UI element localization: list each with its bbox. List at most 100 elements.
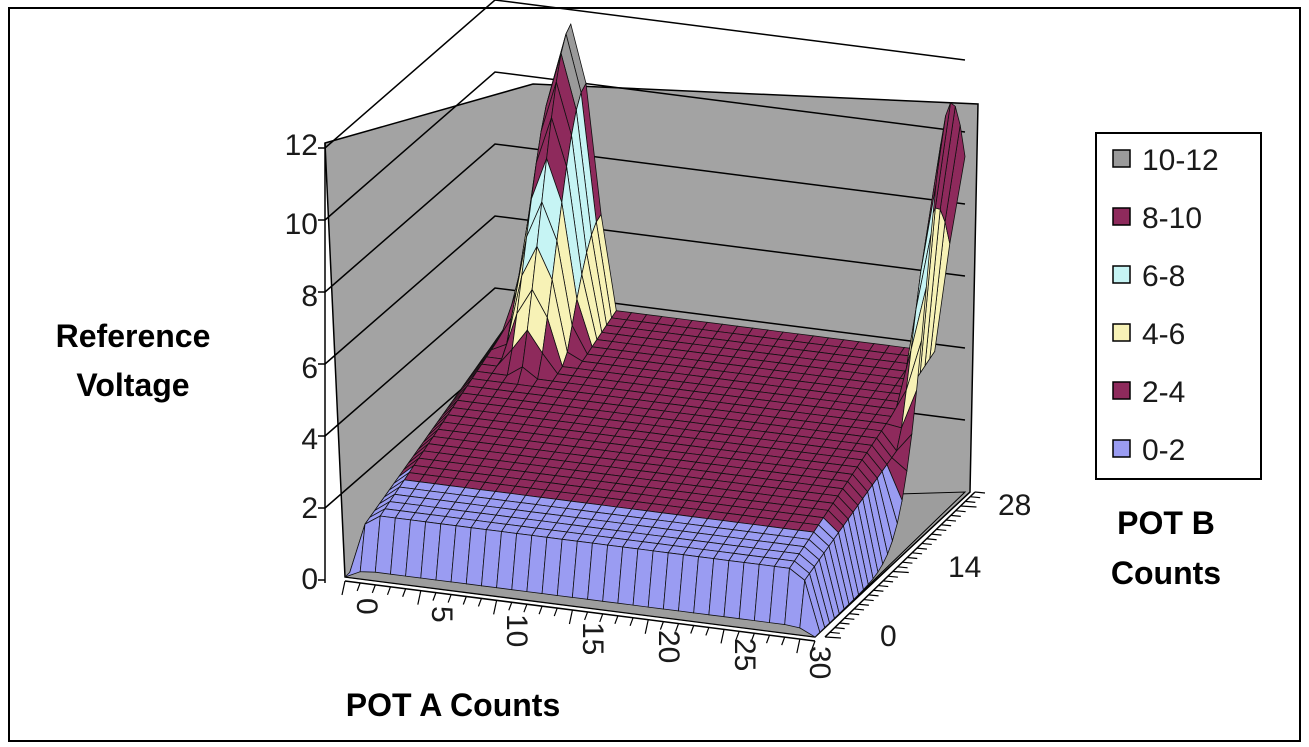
x-axis-tick [811,640,816,650]
x-axis-tick [356,582,361,592]
x-axis-tick [462,596,467,605]
x-axis-tick [402,588,407,597]
legend-label: 0-2 [1142,434,1185,467]
legend-label: 2-4 [1142,376,1185,409]
y-axis-title-line1: POT B [1117,505,1215,541]
x-axis-tick [705,627,710,636]
x-tick-0: 0 [350,598,383,615]
legend: 10-12 8-10 6-8 4-6 2-4 0-2 [1095,132,1262,480]
x-axis-tick [644,619,649,634]
y-axis-tick [974,491,986,494]
z-gridline [324,71,966,221]
z-tick-2: 2 [301,492,318,525]
x-axis-tick [477,598,483,607]
x-axis-tick [447,594,452,603]
legend-label: 8-10 [1142,202,1202,235]
y-axis-tick [883,580,894,583]
z-tick-0: 0 [301,563,318,596]
y-axis-tick [878,584,889,588]
x-axis-tick [674,623,680,632]
x-axis-tick [386,586,392,596]
x-axis-tick [523,604,528,613]
x-axis-tick [341,580,346,596]
y-axis-tick [853,608,865,611]
legend-swatch [1112,381,1131,400]
z-tick-4: 4 [301,423,318,456]
y-axis-tick [955,510,966,513]
x-axis-tick [781,636,786,646]
x-axis-tick [538,605,543,615]
y-axis-tick [868,594,879,597]
y-axis-title-line2: Counts [1111,555,1221,591]
x-axis-title: POT A Counts [346,687,561,723]
x-tick-5: 5 [425,606,458,623]
y-axis-tick [970,496,981,499]
x-axis-tick [432,592,437,601]
x-axis-tick [584,611,589,621]
z-tick-10: 10 [285,208,318,241]
z-tick-labels: 0 2 4 6 8 10 12 [285,129,318,596]
y-axis-tick [829,631,840,634]
legend-swatch [1112,323,1131,342]
y-tick-14: 14 [948,551,981,584]
z-gridline [324,287,966,437]
z-axis-title-line1: Reference [56,318,211,354]
axes [318,143,986,654]
z-axis-title-line2: Voltage [76,367,189,403]
z-tick-12: 12 [285,129,318,162]
x-tick-25: 25 [728,638,761,671]
x-tick-20: 20 [652,630,685,663]
z-gridline [324,143,966,293]
x-tick-labels: 0 5 10 15 20 25 30 [350,598,836,679]
y-axis-tick [936,528,947,532]
legend-label: 6-8 [1142,260,1185,293]
legend-label: 10-12 [1142,144,1219,177]
y-axis-tick [945,519,957,522]
x-axis-tick [796,638,801,654]
y-axis-tick [897,566,908,569]
y-axis-tick [931,533,942,536]
y-axis-tick [824,636,842,639]
y-axis-tick [858,603,869,606]
x-axis-tick [553,607,558,617]
x-axis-tick [720,629,725,644]
y-axis-tick [863,598,874,602]
y-axis-tick [912,552,923,555]
y-axis-tick [921,542,932,546]
z-gridline [324,0,966,149]
x-axis-tick [508,602,513,611]
x-axis-tick [765,634,771,644]
y-axis-tick [916,547,927,550]
surface [344,22,966,638]
legend-swatch [1112,265,1131,284]
y-axis-tick [902,561,913,564]
y-axis-tick [873,589,884,592]
y-axis-tick [941,524,952,527]
z-gridline [324,215,966,365]
x-axis-tick [750,633,755,642]
y-axis-tick [960,505,977,508]
x-axis-tick [599,613,604,623]
z-tick-6: 6 [301,352,318,385]
legend-swatch [1112,149,1131,168]
x-axis-tick [568,609,574,625]
legend-label: 4-6 [1142,318,1185,351]
legend-swatch [1112,439,1131,458]
x-axis-tick [629,617,634,626]
legend-swatch [1112,207,1131,226]
x-axis-tick [614,615,619,625]
x-tick-30: 30 [803,646,836,679]
x-axis-tick [690,625,695,634]
y-tick-28: 28 [998,489,1031,522]
x-axis-line [344,580,816,642]
y-axis-tick [892,570,909,574]
y-axis-line [824,491,976,638]
x-axis-tick [735,631,740,640]
x-axis-tick [659,621,664,630]
x-axis-tick [493,600,498,615]
y-axis-tick [950,514,961,517]
y-axis-tick [844,617,855,620]
x-axis-tick [417,590,422,605]
surface-cell [799,580,821,638]
